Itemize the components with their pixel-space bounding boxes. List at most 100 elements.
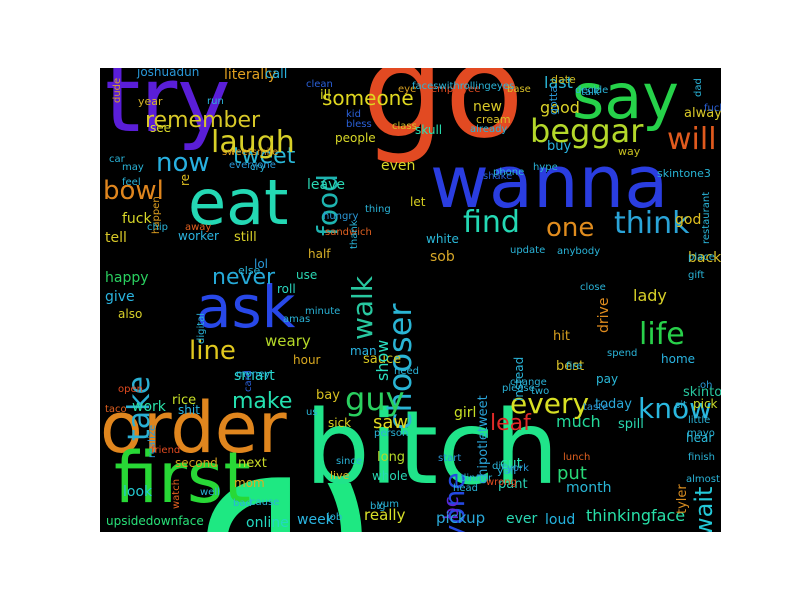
word-tweet: tweet <box>233 144 296 169</box>
word-almost: almost <box>686 474 720 485</box>
word-class: class <box>392 121 417 132</box>
word-joshuadun: joshuadun <box>137 68 200 79</box>
word-cry: cry <box>250 162 266 173</box>
word-look: look <box>123 484 153 500</box>
word-bowl: bowl <box>103 176 164 206</box>
word-put: put <box>557 463 587 484</box>
word-pay: pay <box>596 372 619 386</box>
word-bitch: bitch <box>305 389 559 508</box>
word-lady: lady <box>633 286 667 305</box>
word-try: try <box>105 68 231 153</box>
word-else: else <box>238 264 261 277</box>
word-oh: oh <box>700 380 713 391</box>
word-cause: cause <box>250 497 280 508</box>
word-one: one <box>546 213 595 243</box>
word-update: update <box>510 245 546 256</box>
word-us: us <box>306 407 318 418</box>
word-start: start <box>438 453 462 464</box>
word-make: make <box>232 389 293 414</box>
word-die: die <box>492 461 508 472</box>
word-change: change <box>510 377 547 388</box>
word-anybody: anybody <box>557 246 601 257</box>
word-every: every <box>510 387 590 420</box>
word-see: see <box>150 121 172 135</box>
word-may: may <box>122 162 144 173</box>
word-happy: happy <box>105 270 149 286</box>
word-still: still <box>234 230 257 245</box>
word-much: much <box>556 412 601 431</box>
word-sob: sob <box>430 249 455 265</box>
word-wanna: wanna <box>430 140 669 224</box>
word-loud: loud <box>545 512 576 528</box>
word-way: way <box>618 145 641 158</box>
word-rice: rice <box>172 393 197 408</box>
word-talk: talk <box>581 87 600 98</box>
word-gotta: gotta <box>547 85 560 115</box>
word-yum: yum <box>377 499 399 510</box>
word-order: order <box>100 387 287 469</box>
word-chip: chip <box>147 222 168 233</box>
word-everyone: everyone <box>229 160 276 171</box>
word-ask: ask <box>196 273 296 341</box>
word-also: also <box>118 307 143 321</box>
word-taco: taco <box>105 404 127 415</box>
word-york: york <box>507 463 529 474</box>
word-back: back <box>688 250 721 266</box>
word-hour: hour <box>293 353 321 367</box>
word-smart: smart <box>234 368 275 384</box>
word-head: head <box>453 483 478 494</box>
word-since: since <box>336 456 362 467</box>
word-kid: kid <box>346 109 361 120</box>
word-person: person <box>374 428 409 439</box>
word-dinner: dinner <box>460 473 493 484</box>
word-beggar: beggar <box>530 112 644 150</box>
word-buy: buy <box>547 139 572 154</box>
word-lol: lol <box>254 257 269 271</box>
word-new: new <box>473 99 502 115</box>
word-even: even <box>381 158 416 174</box>
word-already: already <box>470 124 508 135</box>
word-mom: mom <box>234 476 265 490</box>
word-cut: cut <box>500 456 523 472</box>
word-man: man <box>350 344 377 358</box>
word-find: find <box>463 205 520 240</box>
word-second: second <box>175 456 218 470</box>
word-decide: decide <box>575 85 609 96</box>
word-laugh: laugh <box>211 125 295 160</box>
word-month: month <box>566 480 612 496</box>
word-give: give <box>105 289 135 305</box>
word-sauce: sauce <box>363 352 402 367</box>
word-sweetsmile: sweetsmile <box>222 147 279 158</box>
word-whole: whole <box>372 469 408 483</box>
word-run: run <box>207 96 224 107</box>
word-wrong: wrong <box>486 477 517 488</box>
word-literally: literally <box>224 68 277 83</box>
word-need: need <box>394 366 419 377</box>
word-sit: sit <box>675 400 687 411</box>
word-amas: amas <box>283 314 311 325</box>
word-dude: dude <box>112 77 123 103</box>
word-worker: worker <box>178 229 219 243</box>
word-big: big <box>370 501 386 512</box>
word-skintone3: skintone3 <box>657 167 711 180</box>
word-clean: clean <box>306 79 333 90</box>
word-people: people <box>335 131 376 145</box>
word-open: open <box>118 384 143 395</box>
word-wait: wait <box>690 486 718 532</box>
word-thank: thank <box>349 220 360 249</box>
word-taste: taste <box>583 402 609 413</box>
word-work: work <box>132 399 166 415</box>
word-bad: bad <box>233 498 252 509</box>
word-pant: pant <box>498 477 528 492</box>
word-gift: gift <box>688 270 705 281</box>
word-week: week <box>297 512 334 528</box>
word-away: away <box>185 222 212 233</box>
word-friend: friend <box>151 445 181 456</box>
word-close: close <box>580 282 606 293</box>
word-place: place <box>688 252 715 263</box>
word-faceswithrollingeyes: faceswithrollingeyes <box>412 81 515 92</box>
word-two: two <box>531 386 550 397</box>
word-know: know <box>638 392 712 425</box>
word-phone: phone <box>493 167 525 178</box>
word-show: show <box>373 339 392 381</box>
